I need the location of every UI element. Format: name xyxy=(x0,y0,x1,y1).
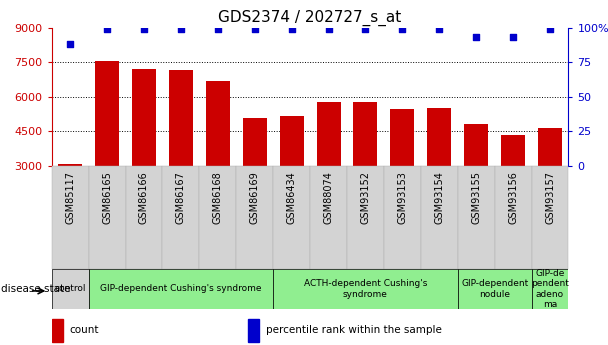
Bar xyxy=(95,61,119,166)
Bar xyxy=(52,269,89,309)
Point xyxy=(398,26,407,32)
Point xyxy=(471,34,481,40)
Point xyxy=(65,41,75,47)
Text: GSM93153: GSM93153 xyxy=(398,171,407,224)
Point xyxy=(139,26,149,32)
Bar xyxy=(199,166,237,269)
Text: percentile rank within the sample: percentile rank within the sample xyxy=(266,325,442,335)
Bar xyxy=(421,166,458,269)
Point xyxy=(545,26,555,32)
Bar xyxy=(162,166,199,269)
Bar xyxy=(169,70,193,166)
Text: GSM93152: GSM93152 xyxy=(361,171,370,224)
Bar xyxy=(89,166,125,269)
Text: GIP-de
pendent
adeno
ma: GIP-de pendent adeno ma xyxy=(531,269,569,309)
Bar xyxy=(427,108,451,166)
Bar xyxy=(501,135,525,166)
Title: GDS2374 / 202727_s_at: GDS2374 / 202727_s_at xyxy=(218,10,402,26)
Bar xyxy=(52,166,89,269)
Bar xyxy=(347,166,384,269)
Bar xyxy=(89,269,273,309)
Point xyxy=(213,26,223,32)
Text: GSM86169: GSM86169 xyxy=(250,171,260,224)
Bar xyxy=(237,166,273,269)
Text: GIP-dependent Cushing's syndrome: GIP-dependent Cushing's syndrome xyxy=(100,284,261,294)
Text: GSM86166: GSM86166 xyxy=(139,171,149,224)
Text: GSM93155: GSM93155 xyxy=(471,171,481,224)
Bar xyxy=(132,69,156,166)
Text: GIP-dependent
nodule: GIP-dependent nodule xyxy=(461,279,528,299)
Text: GSM86165: GSM86165 xyxy=(102,171,112,224)
Bar xyxy=(458,269,531,309)
Bar xyxy=(243,118,267,166)
Point xyxy=(434,26,444,32)
Bar xyxy=(52,319,63,342)
Text: GSM88074: GSM88074 xyxy=(323,171,334,224)
Bar xyxy=(310,166,347,269)
Bar xyxy=(458,166,495,269)
Bar xyxy=(317,102,340,166)
Bar xyxy=(273,269,458,309)
Point xyxy=(287,26,297,32)
Bar xyxy=(531,166,568,269)
Bar xyxy=(464,124,488,166)
Bar xyxy=(531,269,568,309)
Bar xyxy=(390,109,415,166)
Bar xyxy=(58,165,82,166)
Point xyxy=(508,34,518,40)
Text: GSM85117: GSM85117 xyxy=(65,171,75,224)
Text: count: count xyxy=(70,325,99,335)
Text: GSM86168: GSM86168 xyxy=(213,171,223,224)
Bar xyxy=(495,166,531,269)
Bar xyxy=(353,102,378,166)
Point xyxy=(323,26,333,32)
Point xyxy=(361,26,370,32)
Bar xyxy=(248,319,260,342)
Text: disease state: disease state xyxy=(1,284,70,294)
Text: GSM86167: GSM86167 xyxy=(176,171,186,224)
Text: control: control xyxy=(54,284,86,294)
Text: ACTH-dependent Cushing's
syndrome: ACTH-dependent Cushing's syndrome xyxy=(304,279,427,299)
Text: GSM93154: GSM93154 xyxy=(434,171,444,224)
Point xyxy=(102,26,112,32)
Bar xyxy=(273,166,310,269)
Bar xyxy=(384,166,421,269)
Bar xyxy=(280,116,303,166)
Bar xyxy=(125,166,162,269)
Text: GSM93157: GSM93157 xyxy=(545,171,555,224)
Point xyxy=(176,26,186,32)
Bar xyxy=(206,80,230,166)
Text: GSM93156: GSM93156 xyxy=(508,171,518,224)
Point xyxy=(250,26,260,32)
Text: GSM86434: GSM86434 xyxy=(286,171,297,224)
Bar xyxy=(538,128,562,166)
